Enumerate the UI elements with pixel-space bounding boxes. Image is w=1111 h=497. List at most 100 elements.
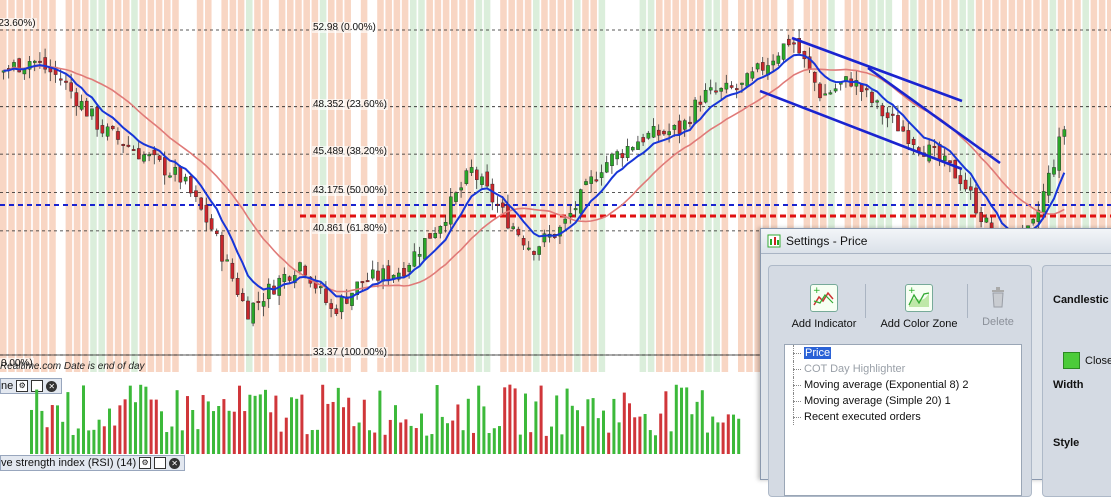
candle-body [412,251,417,267]
close-color-swatch[interactable]: Close [1063,352,1111,369]
color-zone [516,0,524,372]
candle-body [563,218,567,224]
volume-bar [435,385,439,454]
volume-bar [721,422,725,454]
volume-bar [524,393,527,454]
sub-pane-1-header[interactable]: ne ⚙ ✕ [0,378,63,394]
volume-bar [409,425,413,454]
add-color-zone-button[interactable]: + Add Color Zone [877,284,961,330]
close-icon[interactable]: ✕ [46,380,58,392]
candle-body [1046,172,1051,196]
candle-body [329,303,334,309]
color-zone [762,0,770,372]
color-zone [246,0,253,372]
add-indicator-button[interactable]: + Add Indicator [789,284,859,330]
volume-bar [503,387,507,454]
color-zone [861,0,868,372]
list-item-label: Price [804,347,832,359]
volume-bar [690,414,694,454]
candle-body [1052,167,1056,175]
candle-body [183,176,188,182]
color-zone [852,0,860,372]
candle-body [240,292,245,302]
rsi-pane-header[interactable]: ve strength index (RSI) (14) ⚙ ✕ [0,455,186,471]
candle-body [464,170,469,184]
volume-bar [316,429,319,454]
color-zone [8,0,15,372]
candle-body [605,162,609,173]
candle-body [631,147,635,151]
color-zone [467,0,474,372]
volume-bar [45,427,49,454]
list-item[interactable]: Price [785,345,1021,361]
list-item[interactable]: COT Day Highlighter [785,361,1021,377]
candle-body [501,202,505,208]
volume-bar [420,413,423,454]
volume-bar [175,390,179,454]
candle-body [885,112,890,119]
candle-body [188,176,193,194]
color-zone [500,0,507,372]
width-label: Width [1053,379,1084,391]
color-zone [41,0,48,372]
price-chart[interactable]: (23.60%) 52.98 (0.00%) 48.352 (23.60%) 45.… [0,0,1111,372]
volume-bar [513,388,517,454]
color-swatch-icon[interactable] [1063,352,1080,369]
color-zone [385,0,392,372]
volume-bar [258,394,262,454]
add-indicator-label: Add Indicator [791,318,857,330]
color-zone [155,0,163,372]
volume-bar [336,387,340,454]
volume-bar [716,422,720,454]
delete-button[interactable]: Delete [973,284,1023,328]
volume-bar [186,396,189,454]
list-item[interactable]: Moving average (Simple 20) 1 [785,393,1021,409]
color-zone [713,0,720,372]
candle-body [865,88,869,91]
list-item-label: Moving average (Exponential 8) 2 [804,379,969,391]
candle-body [646,132,651,139]
close-icon[interactable]: ✕ [169,457,181,469]
candle-body [386,265,391,281]
chart-items-list[interactable]: Price COT Day Highlighter Moving average (… [784,344,1022,496]
list-item[interactable]: Recent executed orders [785,409,1021,425]
wrench-icon[interactable]: ⚙ [139,457,152,469]
color-zone [229,0,237,372]
candle-body [246,300,250,320]
candle-body [319,286,323,289]
candle-body [662,130,666,135]
maximize-icon[interactable] [154,457,167,469]
volume-bar [685,387,689,454]
candle-body [932,146,937,148]
candle-body [428,233,432,239]
color-zone [90,0,97,372]
dialog-title-bar[interactable]: Settings - Price [761,229,1111,254]
volume-bar [269,412,273,454]
candle-body [579,189,583,214]
volume-bar [430,434,434,454]
watermark: Realtime.com Date is end of day [0,361,145,372]
list-item[interactable]: Moving average (Exponential 8) 2 [785,377,1021,393]
candle-body [906,130,911,144]
color-zone [705,0,712,372]
candle-body [521,238,526,246]
volume-bar [217,406,221,454]
candle-body [43,57,47,70]
volume-bar [66,392,70,454]
candle-body [168,175,172,178]
volume-bar [477,385,481,454]
candle-body [511,226,516,229]
wrench-icon[interactable]: ⚙ [16,380,29,392]
color-zone [1008,0,1016,372]
color-zone [1000,0,1007,372]
color-zone [262,0,269,372]
candle-body [568,213,573,217]
candle-body [17,58,22,73]
add-color-zone-icon: + [905,284,933,312]
candle-body [110,125,115,130]
color-zone [1049,0,1057,372]
settings-dialog[interactable]: Settings - Price + Add Indicator + Add C… [760,228,1111,497]
price-chart-canvas[interactable] [0,0,1111,372]
volume-bar [487,433,491,454]
color-zone [131,0,138,372]
